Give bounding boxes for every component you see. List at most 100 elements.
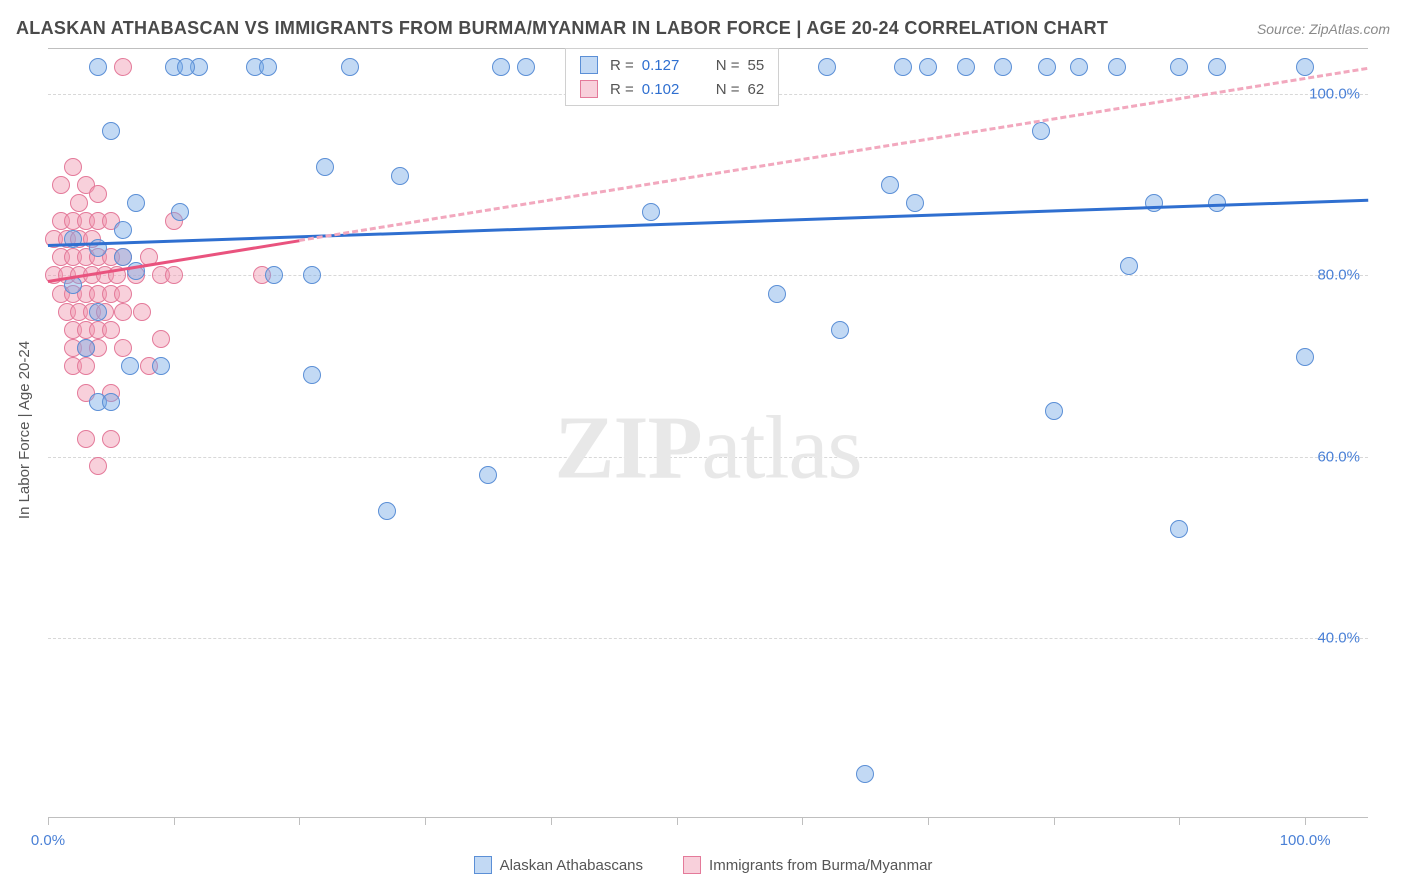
y-tick-label: 40.0% <box>1317 629 1360 646</box>
watermark: ZIPatlas <box>555 397 862 500</box>
legend-series: Alaskan Athabascans Immigrants from Burm… <box>0 856 1406 874</box>
scatter-point-a <box>171 203 189 221</box>
x-tick-mark <box>425 817 426 825</box>
swatch-b <box>580 80 598 98</box>
scatter-point-a <box>1120 257 1138 275</box>
scatter-point-a <box>114 221 132 239</box>
gridline <box>48 275 1368 276</box>
scatter-point-a <box>378 502 396 520</box>
x-tick-mark <box>174 817 175 825</box>
scatter-point-a <box>881 176 899 194</box>
gridline <box>48 638 1368 639</box>
scatter-point-a <box>768 285 786 303</box>
scatter-point-a <box>1145 194 1163 212</box>
x-tick-label: 0.0% <box>31 832 65 849</box>
scatter-point-b <box>114 285 132 303</box>
swatch-a <box>580 56 598 74</box>
chart-title: ALASKAN ATHABASCAN VS IMMIGRANTS FROM BU… <box>16 18 1108 39</box>
scatter-point-a <box>1170 520 1188 538</box>
scatter-point-a <box>856 765 874 783</box>
x-tick-mark <box>1305 817 1306 825</box>
legend-label-b: Immigrants from Burma/Myanmar <box>709 857 932 874</box>
scatter-point-a <box>77 339 95 357</box>
scatter-point-a <box>89 58 107 76</box>
scatter-point-a <box>1038 58 1056 76</box>
y-tick-label: 80.0% <box>1317 267 1360 284</box>
scatter-point-a <box>152 357 170 375</box>
y-tick-label: 60.0% <box>1317 448 1360 465</box>
r-value-b: 0.102 <box>642 81 694 98</box>
scatter-point-b <box>152 330 170 348</box>
scatter-point-b <box>77 430 95 448</box>
scatter-point-a <box>177 58 195 76</box>
legend-item-a: Alaskan Athabascans <box>474 856 643 874</box>
scatter-point-a <box>303 366 321 384</box>
n-label: N = <box>716 81 740 98</box>
scatter-point-a <box>1170 58 1188 76</box>
scatter-point-b <box>114 58 132 76</box>
scatter-point-a <box>1296 348 1314 366</box>
legend-correlation: R = 0.127 N = 55 R = 0.102 N = 62 <box>565 48 779 106</box>
scatter-point-a <box>894 58 912 76</box>
scatter-point-a <box>479 466 497 484</box>
n-value-b: 62 <box>748 81 765 98</box>
legend-row-a: R = 0.127 N = 55 <box>566 53 778 77</box>
x-tick-mark <box>1054 817 1055 825</box>
x-tick-label: 100.0% <box>1280 832 1331 849</box>
x-tick-mark <box>48 817 49 825</box>
scatter-point-b <box>165 266 183 284</box>
plot-area: ZIPatlas 40.0%60.0%80.0%100.0% <box>48 48 1368 818</box>
scatter-point-a <box>1208 58 1226 76</box>
x-tick-mark <box>299 817 300 825</box>
scatter-point-a <box>127 194 145 212</box>
legend-row-b: R = 0.102 N = 62 <box>566 77 778 101</box>
scatter-point-a <box>831 321 849 339</box>
scatter-point-a <box>642 203 660 221</box>
r-label: R = <box>610 81 634 98</box>
x-tick-mark <box>551 817 552 825</box>
scatter-point-a <box>341 58 359 76</box>
scatter-point-a <box>303 266 321 284</box>
x-tick-mark <box>1179 817 1180 825</box>
watermark-rest: atlas <box>702 399 862 498</box>
scatter-point-a <box>492 58 510 76</box>
legend-item-b: Immigrants from Burma/Myanmar <box>683 856 932 874</box>
n-value-a: 55 <box>748 57 765 74</box>
scatter-point-b <box>102 321 120 339</box>
scatter-point-b <box>52 176 70 194</box>
scatter-point-a <box>994 58 1012 76</box>
scatter-point-b <box>114 339 132 357</box>
scatter-point-a <box>919 58 937 76</box>
scatter-point-a <box>102 393 120 411</box>
scatter-point-a <box>391 167 409 185</box>
source-label: Source: ZipAtlas.com <box>1257 21 1390 37</box>
scatter-point-b <box>102 430 120 448</box>
scatter-point-a <box>1296 58 1314 76</box>
scatter-point-a <box>316 158 334 176</box>
scatter-point-a <box>957 58 975 76</box>
x-tick-mark <box>802 817 803 825</box>
legend-label-a: Alaskan Athabascans <box>500 857 643 874</box>
swatch-a <box>474 856 492 874</box>
scatter-point-a <box>1045 402 1063 420</box>
watermark-bold: ZIP <box>555 399 702 498</box>
scatter-point-a <box>89 303 107 321</box>
scatter-point-b <box>133 303 151 321</box>
scatter-point-b <box>77 357 95 375</box>
y-axis-label: In Labor Force | Age 20-24 <box>16 341 33 519</box>
r-label: R = <box>610 57 634 74</box>
r-value-a: 0.127 <box>642 57 694 74</box>
scatter-point-b <box>89 185 107 203</box>
scatter-point-a <box>1032 122 1050 140</box>
x-tick-mark <box>677 817 678 825</box>
scatter-point-b <box>64 158 82 176</box>
trendline-a <box>48 198 1368 246</box>
x-tick-mark <box>928 817 929 825</box>
scatter-point-b <box>114 303 132 321</box>
scatter-point-b <box>89 457 107 475</box>
scatter-point-a <box>259 58 277 76</box>
swatch-b <box>683 856 701 874</box>
scatter-point-b <box>70 194 88 212</box>
scatter-point-a <box>818 58 836 76</box>
scatter-point-a <box>1070 58 1088 76</box>
